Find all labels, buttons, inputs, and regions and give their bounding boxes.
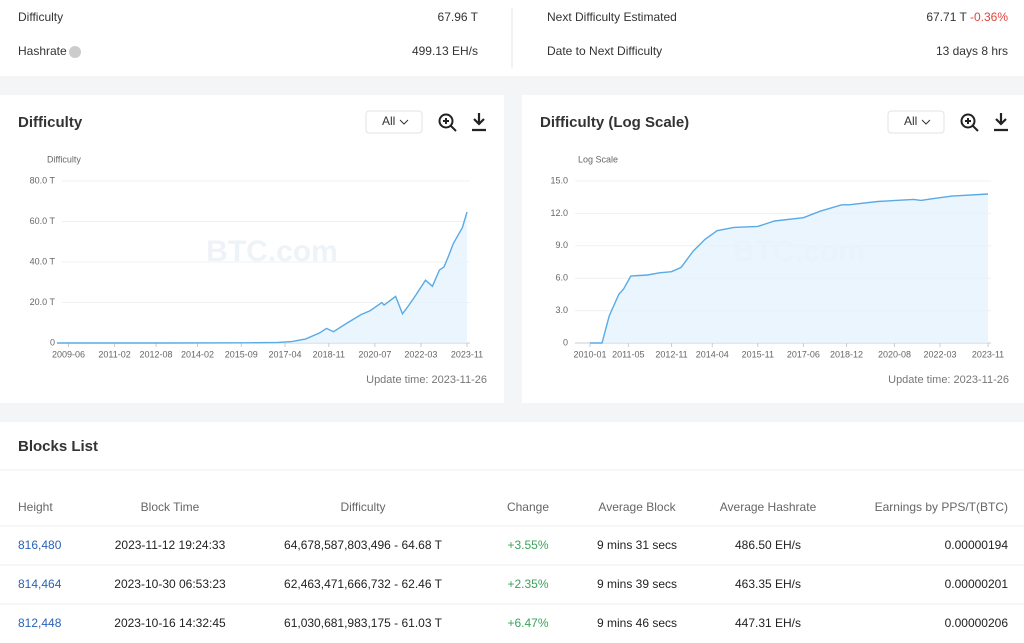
- y-tick-label: 40.0 T: [30, 256, 56, 266]
- x-tick-label: 2018-11: [313, 349, 345, 359]
- y-tick-label: 6.0: [555, 273, 568, 283]
- range-label: All: [904, 114, 917, 128]
- info-icon[interactable]: [69, 46, 81, 58]
- x-tick-label: 2012-11: [655, 349, 687, 359]
- chart-title: Difficulty: [18, 114, 83, 131]
- column-header: Change: [507, 500, 549, 514]
- x-tick-label: 2014-02: [181, 349, 214, 359]
- cell: 486.50 EH/s: [735, 538, 801, 552]
- cell: 9 mins 31 secs: [597, 538, 677, 552]
- cell: +2.35%: [507, 577, 548, 591]
- area: [57, 212, 467, 343]
- download-icon[interactable]: [994, 113, 1008, 132]
- range-select[interactable]: [887, 110, 945, 134]
- update-time: Update time: 2023-11-26: [888, 374, 1009, 386]
- x-tick-label: 2018-12: [830, 349, 863, 359]
- zoom-icon[interactable]: [960, 113, 976, 129]
- chart-card: [0, 95, 504, 403]
- x-tick-label: 2010-01: [573, 349, 606, 359]
- x-tick-label: 2011-05: [612, 349, 644, 359]
- column-header: Height: [18, 500, 53, 514]
- cell: 9 mins 46 secs: [597, 616, 677, 630]
- y-tick-label: 3.0: [555, 305, 568, 315]
- x-tick-label: 2022-03: [924, 349, 957, 359]
- x-tick-label: 2012-08: [140, 349, 173, 359]
- zoom-icon[interactable]: [965, 118, 979, 132]
- summary-change: -0.36%: [970, 10, 1008, 24]
- block-link[interactable]: 812,448: [18, 616, 62, 630]
- cell: 2023-10-30 06:53:23: [114, 577, 226, 591]
- cell: 0.00000201: [945, 577, 1009, 591]
- summary-label: Date to Next Difficulty: [547, 44, 662, 58]
- cell: 2023-10-16 14:32:45: [114, 616, 226, 630]
- axis-label: Log Scale: [578, 154, 618, 164]
- blocks-card: [0, 422, 1024, 643]
- x-tick-label: 2015-09: [225, 349, 258, 359]
- line: [590, 193, 989, 344]
- range-select[interactable]: [365, 110, 423, 134]
- cell: 2023-11-12 19:24:33: [115, 538, 226, 552]
- x-tick-label: 2009-06: [52, 349, 85, 359]
- block-link[interactable]: 814,464: [18, 577, 62, 591]
- x-tick-label: 2022-03: [404, 349, 437, 359]
- y-tick-label: 0: [563, 337, 568, 347]
- column-header: Difficulty: [340, 500, 385, 514]
- summary-value: 13 days 8 hrs: [936, 44, 1008, 58]
- cell: 447.31 EH/s: [735, 616, 801, 630]
- cell: 61,030,681,983,175 - 61.03 T: [284, 616, 443, 630]
- block-link[interactable]: 816,480: [18, 538, 62, 552]
- x-tick-label: 2011-02: [98, 349, 130, 359]
- summary-label: Hashrate: [18, 44, 67, 58]
- section-title: Blocks List: [18, 438, 98, 455]
- range-label: All: [382, 114, 395, 128]
- y-tick-label: 15.0: [550, 175, 568, 185]
- y-tick-label: 9.0: [555, 240, 568, 250]
- dropdown-arrow: [921, 119, 931, 125]
- column-header: Earnings by PPS/T(BTC): [875, 500, 1008, 514]
- x-tick-label: 2017-04: [269, 349, 302, 359]
- x-tick-label: 2020-07: [358, 349, 391, 359]
- summary-value: 499.13 EH/s: [412, 44, 478, 58]
- zoom-icon[interactable]: [443, 118, 457, 132]
- cell: +3.55%: [507, 538, 548, 552]
- y-tick-label: 60.0 T: [30, 216, 56, 226]
- watermark: BTC.com: [206, 235, 338, 268]
- cell: 64,678,587,803,496 - 64.68 T: [284, 538, 443, 552]
- summary-label: Next Difficulty Estimated: [547, 10, 677, 24]
- area: [590, 194, 988, 343]
- x-tick-label: 2020-08: [878, 349, 911, 359]
- y-tick-label: 12.0: [550, 208, 568, 218]
- x-tick-label: 2023-11: [451, 349, 483, 359]
- x-tick-label: 2015-11: [742, 349, 774, 359]
- cell: 9 mins 39 secs: [597, 577, 677, 591]
- chart-title: Difficulty (Log Scale): [540, 114, 689, 131]
- summary-value: 67.96 T: [438, 10, 479, 24]
- cell: 0.00000206: [945, 616, 1009, 630]
- update-time: Update time: 2023-11-26: [366, 374, 487, 386]
- summary-value: 67.71 T -0.36%: [926, 10, 1008, 24]
- download-icon[interactable]: [472, 113, 486, 132]
- summary-label: Difficulty: [18, 10, 63, 24]
- line: [57, 211, 468, 344]
- summary-value: 67.71 T: [926, 10, 967, 24]
- zoom-icon[interactable]: [438, 113, 454, 129]
- y-tick-label: 20.0 T: [30, 297, 56, 307]
- cell: +6.47%: [507, 616, 548, 630]
- x-tick-label: 2017-06: [787, 349, 820, 359]
- x-tick-label: 2023-11: [972, 349, 1004, 359]
- cell: 463.35 EH/s: [735, 577, 801, 591]
- dropdown-arrow: [399, 119, 409, 125]
- column-header: Average Hashrate: [720, 500, 817, 514]
- cell: 0.00000194: [945, 538, 1009, 552]
- y-tick-label: 80.0 T: [30, 175, 56, 185]
- x-tick-label: 2014-04: [696, 349, 729, 359]
- column-header: Block Time: [141, 500, 200, 514]
- axis-label: Difficulty: [47, 154, 81, 164]
- y-tick-label: 0: [50, 337, 55, 347]
- cell: 62,463,471,666,732 - 62.46 T: [284, 577, 443, 591]
- column-header: Average Block: [598, 500, 676, 514]
